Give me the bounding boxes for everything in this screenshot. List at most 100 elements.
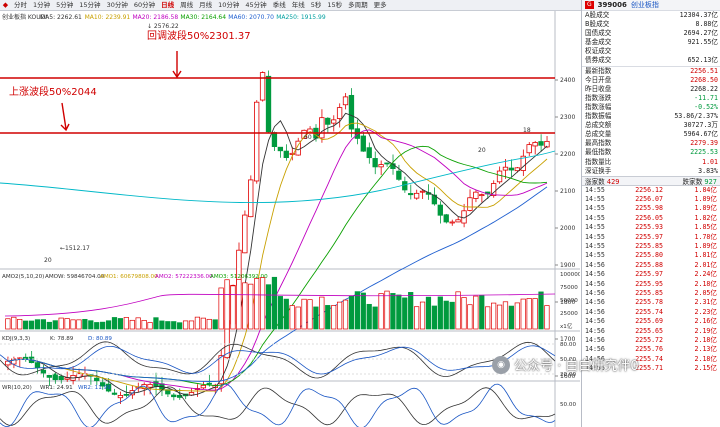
price-axis-label: 2200: [560, 151, 575, 158]
tick-amount: 1.85亿: [694, 223, 717, 232]
period-tab[interactable]: 30分钟: [106, 0, 128, 9]
period-tab[interactable]: 10分钟: [218, 0, 240, 9]
stat-row: 指数量比 1.01: [582, 158, 720, 167]
volume-bar: [194, 316, 201, 330]
low-price-label: ←1512.17: [60, 245, 90, 252]
wr-legend: WR2: 11.99: [78, 385, 111, 391]
volume-bar: [307, 299, 313, 330]
volume-bar: [325, 305, 331, 330]
marker-label: 20: [478, 147, 486, 154]
volume-bar: [147, 322, 153, 330]
stat-row: 国债成交 2694.27亿: [582, 29, 720, 38]
candle-body: [289, 152, 295, 155]
tick-amount: 2.13亿: [694, 345, 717, 354]
stat-row: 最新指数 2256.51: [582, 67, 720, 76]
price-axis-label: 1800: [560, 299, 575, 306]
tick-price: 2255.69: [635, 317, 663, 326]
volume-bar: [390, 293, 396, 330]
period-tab[interactable]: 年线: [291, 0, 305, 9]
candle-body: [419, 190, 426, 193]
stat-value: 5964.67亿: [683, 130, 718, 139]
tick-time: 14:56: [585, 270, 605, 279]
stat-value: 2225.53: [690, 148, 718, 157]
volume-bar: [5, 318, 11, 330]
candle-body: [331, 119, 337, 124]
volume-bar: [265, 284, 272, 330]
candle-body: [455, 219, 461, 223]
tick-price: 2255.80: [635, 251, 663, 260]
volume-bar: [295, 306, 301, 330]
candle-body: [52, 373, 58, 381]
period-tab[interactable]: 月线: [199, 0, 213, 9]
tick-time: 14:55: [585, 223, 605, 232]
vol-legend: AMO1: 60679808.00: [100, 274, 158, 280]
volume-bar: [366, 303, 372, 330]
stat-row: 指数涨幅 -0.52%: [582, 103, 720, 112]
period-tab[interactable]: 更多: [373, 0, 387, 9]
tick-price: 2255.74: [635, 354, 663, 363]
candle-body: [449, 221, 455, 224]
tick-row: 14:55 2255.85 1.89亿: [582, 242, 720, 251]
price-axis-label: 1600: [560, 373, 575, 380]
candle-body: [200, 384, 207, 389]
period-tab[interactable]: 60分钟: [133, 0, 156, 9]
fall-count: 927: [704, 177, 717, 186]
stat-label: 权证成交: [585, 47, 612, 56]
period-tab[interactable]: 45分钟: [245, 0, 267, 9]
kdj-legend: KDJ(9,3,3): [2, 336, 30, 342]
kdj-d-line: [0, 345, 556, 375]
index-name: 创业板指: [630, 1, 659, 9]
candle-body: [437, 204, 443, 216]
period-tab[interactable]: 15分钟: [79, 0, 101, 9]
volume-bar: [372, 306, 378, 330]
price-axis-label: 2300: [560, 114, 575, 121]
period-tab[interactable]: 1分钟: [33, 0, 51, 9]
period-tab[interactable]: 15秒: [327, 0, 343, 9]
wechat-watermark: ◉ 公众号 · 白白研究伴0: [492, 355, 639, 374]
period-tab[interactable]: 周线: [180, 0, 194, 9]
candle-body: [372, 158, 378, 168]
stat-value: 53.86/2.37%: [674, 112, 718, 121]
tick-row: 14:55 2256.12 1.84亿: [582, 186, 720, 195]
kdj-axis-label: 80.00: [560, 342, 576, 348]
marker-label: 18: [523, 127, 531, 134]
volume-bar: [159, 320, 165, 330]
period-tab[interactable]: 5分钟: [56, 0, 74, 9]
candle-body: [526, 144, 532, 154]
volume-bar: [46, 321, 52, 330]
high-price-label: ↓ 2576.22: [147, 23, 179, 30]
price-axis-label: 1700: [560, 336, 575, 343]
tick-price: 2256.12: [635, 185, 663, 194]
candle-body: [325, 117, 331, 125]
volume-bar: [520, 298, 526, 330]
volume-bar: [402, 297, 408, 330]
stat-row: 总成交额 30727.3万: [582, 121, 720, 130]
tick-list[interactable]: 14:55 2256.12 1.84亿 14:55 2256.07 1.89亿 14:55 2…: [582, 186, 720, 374]
period-tab[interactable]: 5秒: [310, 0, 322, 9]
period-tab[interactable]: 多周期: [348, 0, 368, 9]
volume-bar: [123, 317, 129, 330]
tick-row: 14:56 2255.72 2.18亿: [582, 336, 720, 345]
tick-time: 14:56: [585, 354, 605, 363]
candle-body: [402, 181, 408, 191]
tick-price: 2255.97: [635, 270, 663, 279]
stat-value: 12304.37亿: [679, 11, 718, 19]
period-tab[interactable]: 季线: [272, 0, 286, 9]
tick-amount: 2.19亿: [694, 326, 717, 335]
tick-amount: 1.89亿: [694, 242, 717, 251]
volume-bar: [331, 305, 337, 330]
volume-bar: [129, 319, 135, 330]
candle-body: [496, 170, 503, 183]
stat-value: 2268.50: [690, 75, 718, 84]
tick-price: 2255.65: [635, 326, 663, 335]
tick-row: 14:56 2255.69 2.16亿: [582, 317, 720, 326]
period-tab[interactable]: 分时: [14, 0, 27, 9]
candle-body: [502, 166, 509, 171]
candle-body: [34, 362, 41, 369]
volume-bar: [496, 304, 503, 330]
volume-bar: [141, 320, 147, 330]
candle-body: [242, 214, 248, 254]
tick-amount: 2.15亿: [694, 364, 717, 373]
period-tab[interactable]: 日线: [161, 0, 175, 9]
